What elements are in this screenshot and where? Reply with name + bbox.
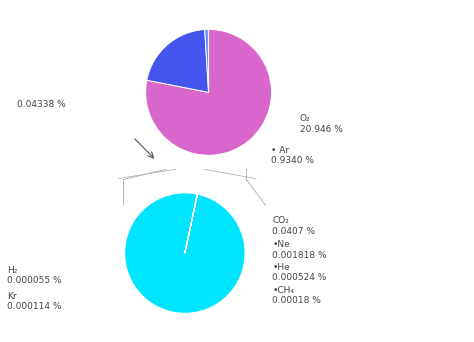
Text: •CH₄
0.00018 %: •CH₄ 0.00018 % (272, 286, 321, 305)
Wedge shape (185, 194, 197, 253)
Text: • Ar
0.9340 %: • Ar 0.9340 % (272, 146, 314, 165)
Text: O₂
20.946 %: O₂ 20.946 % (300, 114, 343, 133)
Wedge shape (185, 194, 197, 253)
Text: H₂
0.000055 %: H₂ 0.000055 % (7, 266, 62, 285)
Wedge shape (147, 29, 209, 92)
Wedge shape (185, 194, 197, 253)
Text: •He
0.000524 %: •He 0.000524 % (272, 263, 327, 282)
Text: N₂
78.084 %: N₂ 78.084 % (228, 0, 271, 1)
Wedge shape (185, 194, 197, 253)
Wedge shape (185, 194, 197, 253)
Wedge shape (185, 194, 197, 253)
Wedge shape (146, 29, 272, 155)
Text: 0.04338 %: 0.04338 % (17, 101, 65, 109)
Wedge shape (205, 29, 209, 92)
Text: •Ne
0.001818 %: •Ne 0.001818 % (272, 240, 327, 260)
Wedge shape (125, 193, 245, 313)
Text: Kr
0.000114 %: Kr 0.000114 % (7, 291, 62, 311)
Text: CO₂
0.0407 %: CO₂ 0.0407 % (272, 216, 315, 236)
